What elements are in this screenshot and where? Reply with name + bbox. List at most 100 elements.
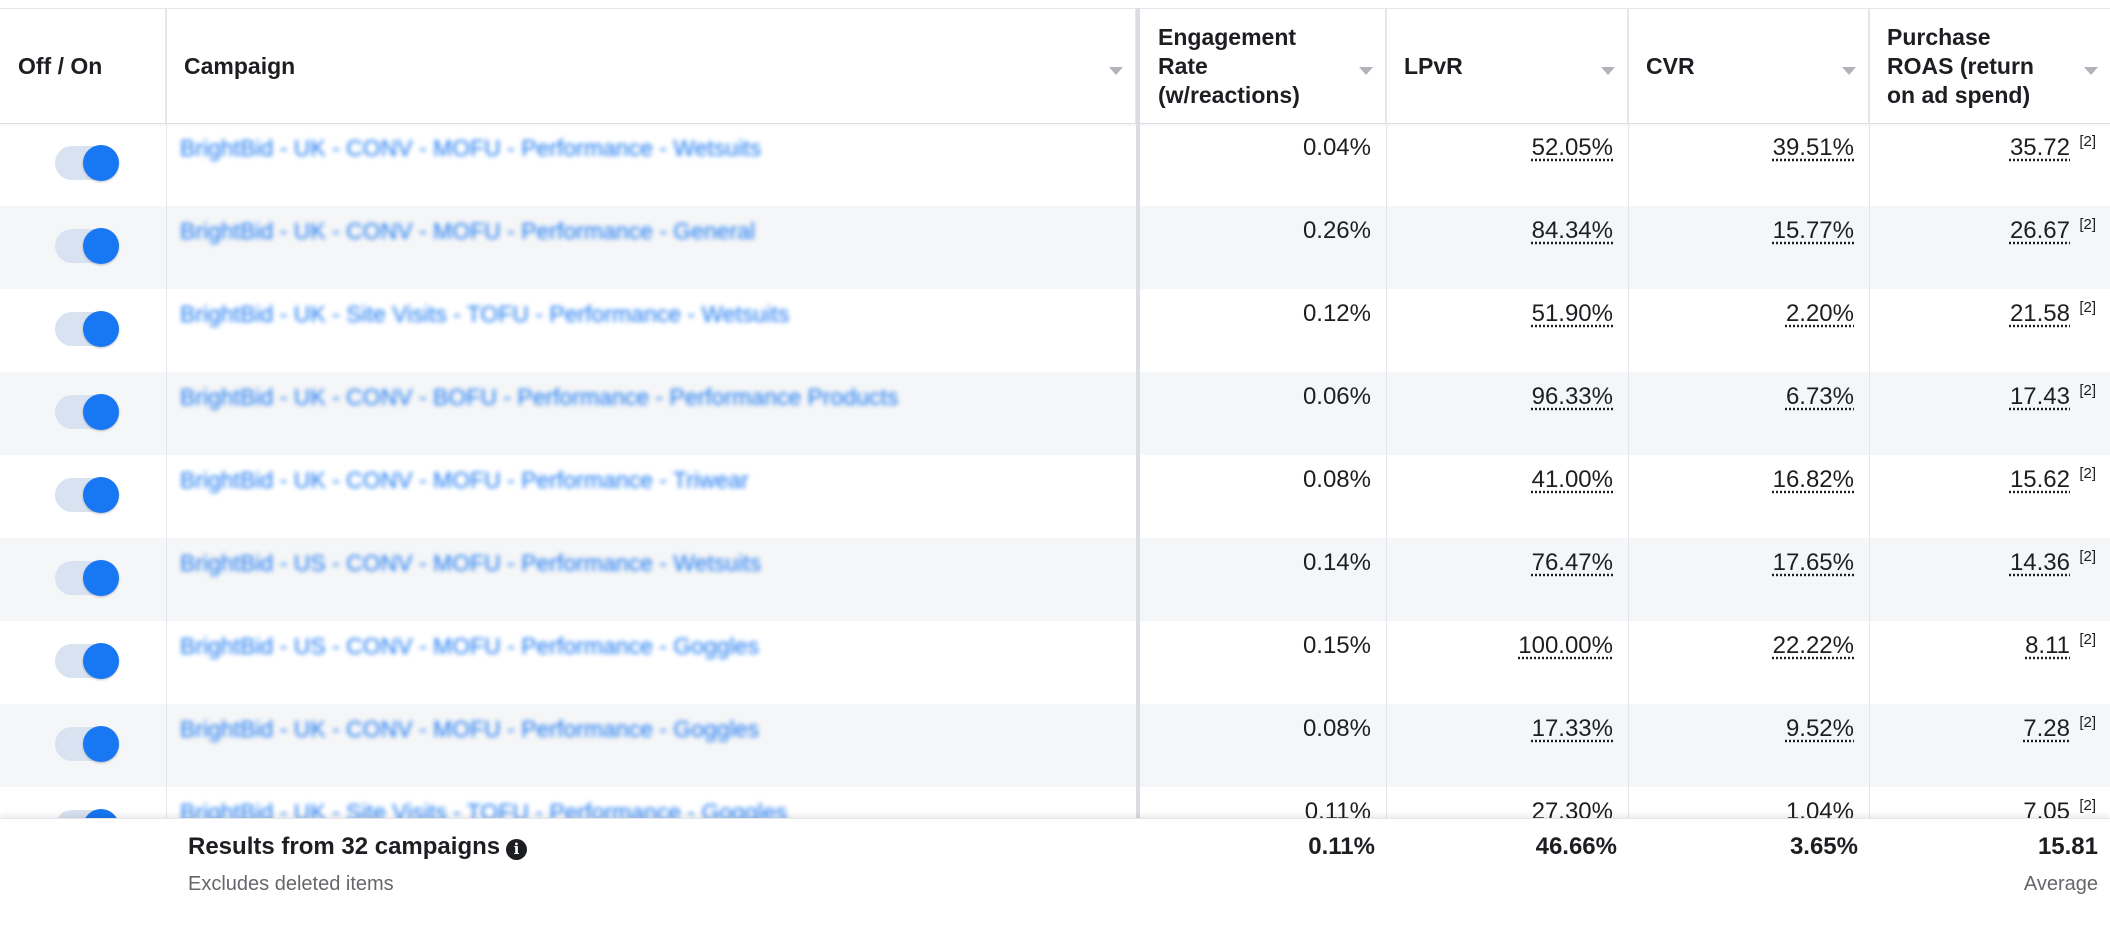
campaign-toggle[interactable] [55, 228, 119, 264]
column-divider [1869, 8, 1870, 926]
sort-arrow-icon[interactable] [1359, 67, 1373, 75]
engagement-rate-cell: 0.08% [1302, 715, 1371, 742]
engagement-rate-cell: 0.04% [1302, 134, 1371, 161]
cvr-cell[interactable]: 22.22% [1772, 632, 1854, 659]
footnote-marker[interactable]: [2] [2079, 631, 2096, 648]
col-campaign-label: Campaign [184, 52, 296, 79]
toggle-knob [83, 643, 119, 679]
toggle-knob [83, 394, 119, 430]
table-row[interactable]: BrightBid - UK - CONV - MOFU - Performan… [0, 123, 2110, 206]
col-purchase-roas-label: Purchase ROAS (return on ad spend) [1887, 23, 2034, 108]
roas-cell[interactable]: 35.72 [2009, 134, 2070, 161]
table-header: Off / On Campaign Engagement Rate (w/rea… [0, 8, 2110, 124]
sort-arrow-icon[interactable] [1109, 67, 1123, 75]
engagement-rate-cell: 0.26% [1302, 217, 1371, 244]
footnote-marker[interactable]: [2] [2079, 382, 2096, 399]
col-lpvr-label: LPvR [1404, 52, 1463, 79]
engagement-rate-cell: 0.15% [1302, 632, 1371, 659]
roas-cell[interactable]: 17.43 [2009, 383, 2070, 410]
campaign-name-link[interactable]: BrightBid - UK - Site Visits - TOFU - Pe… [180, 301, 790, 327]
col-campaign[interactable]: Campaign [166, 9, 1136, 123]
col-engagement-rate[interactable]: Engagement Rate (w/reactions) [1140, 9, 1386, 123]
footnote-marker[interactable]: [2] [2079, 714, 2096, 731]
sort-arrow-icon[interactable] [1601, 67, 1615, 75]
total-cvr: 3.65% [1789, 833, 1858, 860]
col-lpvr[interactable]: LPvR [1386, 9, 1628, 123]
cvr-cell[interactable]: 15.77% [1772, 217, 1854, 244]
col-engagement-rate-label: Engagement Rate (w/reactions) [1158, 23, 1300, 108]
cvr-cell[interactable]: 39.51% [1772, 134, 1854, 161]
col-cvr[interactable]: CVR [1628, 9, 1869, 123]
engagement-rate-cell: 0.12% [1302, 300, 1371, 327]
toggle-knob [83, 726, 119, 762]
table-row[interactable]: BrightBid - UK - CONV - MOFU - Performan… [0, 704, 2110, 787]
table-row[interactable]: BrightBid - US - CONV - MOFU - Performan… [0, 538, 2110, 621]
roas-cell[interactable]: 26.67 [2009, 217, 2070, 244]
campaign-toggle[interactable] [55, 145, 119, 181]
campaign-toggle[interactable] [55, 560, 119, 596]
roas-cell[interactable]: 14.36 [2009, 549, 2070, 576]
results-summary-title: Results from 32 campaigns [188, 833, 501, 860]
toggle-knob [83, 560, 119, 596]
engagement-rate-cell: 0.08% [1302, 466, 1371, 493]
campaign-name-link[interactable]: BrightBid - UK - CONV - MOFU - Performan… [180, 716, 759, 742]
cvr-cell[interactable]: 2.20% [1785, 300, 1854, 327]
sort-arrow-icon[interactable] [2084, 67, 2098, 75]
roas-cell[interactable]: 21.58 [2009, 300, 2070, 327]
table-row[interactable]: BrightBid - UK - Site Visits - TOFU - Pe… [0, 289, 2110, 372]
cvr-cell[interactable]: 17.65% [1772, 549, 1854, 576]
footnote-marker[interactable]: [2] [2079, 133, 2096, 150]
lpvr-cell[interactable]: 100.00% [1518, 632, 1613, 659]
toggle-knob [83, 228, 119, 264]
lpvr-cell[interactable]: 84.34% [1531, 217, 1613, 244]
column-divider [1628, 8, 1629, 926]
col-cvr-label: CVR [1646, 52, 1695, 79]
col-off-on: Off / On [0, 9, 166, 123]
total-roas: 15.81 [2037, 833, 2098, 860]
campaign-toggle[interactable] [55, 643, 119, 679]
table-footer: Results from 32 campaigns i Excludes del… [0, 818, 2110, 927]
cvr-cell[interactable]: 9.52% [1785, 715, 1854, 742]
col-off-on-label: Off / On [18, 52, 103, 79]
info-icon[interactable]: i [506, 839, 527, 860]
footnote-marker[interactable]: [2] [2079, 797, 2096, 814]
table-row[interactable]: BrightBid - UK - CONV - BOFU - Performan… [0, 372, 2110, 455]
campaign-name-link[interactable]: BrightBid - US - CONV - MOFU - Performan… [180, 633, 759, 659]
campaign-name-link[interactable]: BrightBid - UK - CONV - MOFU - Performan… [180, 218, 756, 244]
cvr-cell[interactable]: 16.82% [1772, 466, 1854, 493]
roas-cell[interactable]: 7.28 [2023, 715, 2070, 742]
campaign-toggle[interactable] [55, 477, 119, 513]
sort-arrow-icon[interactable] [1842, 67, 1856, 75]
lpvr-cell[interactable]: 51.90% [1531, 300, 1613, 327]
campaign-name-link[interactable]: BrightBid - UK - CONV - MOFU - Performan… [180, 135, 762, 161]
toggle-knob [83, 145, 119, 181]
roas-cell[interactable]: 8.11 [2025, 632, 2070, 659]
table-row[interactable]: BrightBid - UK - CONV - MOFU - Performan… [0, 455, 2110, 538]
footnote-marker[interactable]: [2] [2079, 216, 2096, 233]
column-divider [1136, 8, 1140, 926]
column-divider [166, 8, 167, 926]
campaign-toggle[interactable] [55, 394, 119, 430]
table-row[interactable]: BrightBid - US - CONV - MOFU - Performan… [0, 621, 2110, 704]
lpvr-cell[interactable]: 52.05% [1531, 134, 1613, 161]
footnote-marker[interactable]: [2] [2079, 548, 2096, 565]
table-row[interactable]: BrightBid - UK - CONV - MOFU - Performan… [0, 206, 2110, 289]
total-roas-note: Average [2023, 873, 2098, 895]
roas-cell[interactable]: 15.62 [2009, 466, 2070, 493]
campaign-name-link[interactable]: BrightBid - UK - CONV - MOFU - Performan… [180, 467, 749, 493]
lpvr-cell[interactable]: 76.47% [1531, 549, 1613, 576]
total-lpvr: 46.66% [1535, 833, 1617, 860]
column-divider [1386, 8, 1387, 926]
campaign-name-link[interactable]: BrightBid - US - CONV - MOFU - Performan… [180, 550, 762, 576]
lpvr-cell[interactable]: 41.00% [1531, 466, 1613, 493]
lpvr-cell[interactable]: 17.33% [1531, 715, 1613, 742]
campaign-toggle[interactable] [55, 726, 119, 762]
engagement-rate-cell: 0.14% [1302, 549, 1371, 576]
campaign-name-link[interactable]: BrightBid - UK - CONV - BOFU - Performan… [180, 384, 899, 410]
lpvr-cell[interactable]: 96.33% [1531, 383, 1613, 410]
cvr-cell[interactable]: 6.73% [1785, 383, 1854, 410]
campaign-toggle[interactable] [55, 311, 119, 347]
footnote-marker[interactable]: [2] [2079, 299, 2096, 316]
col-purchase-roas[interactable]: Purchase ROAS (return on ad spend) [1869, 9, 2110, 123]
footnote-marker[interactable]: [2] [2079, 465, 2096, 482]
